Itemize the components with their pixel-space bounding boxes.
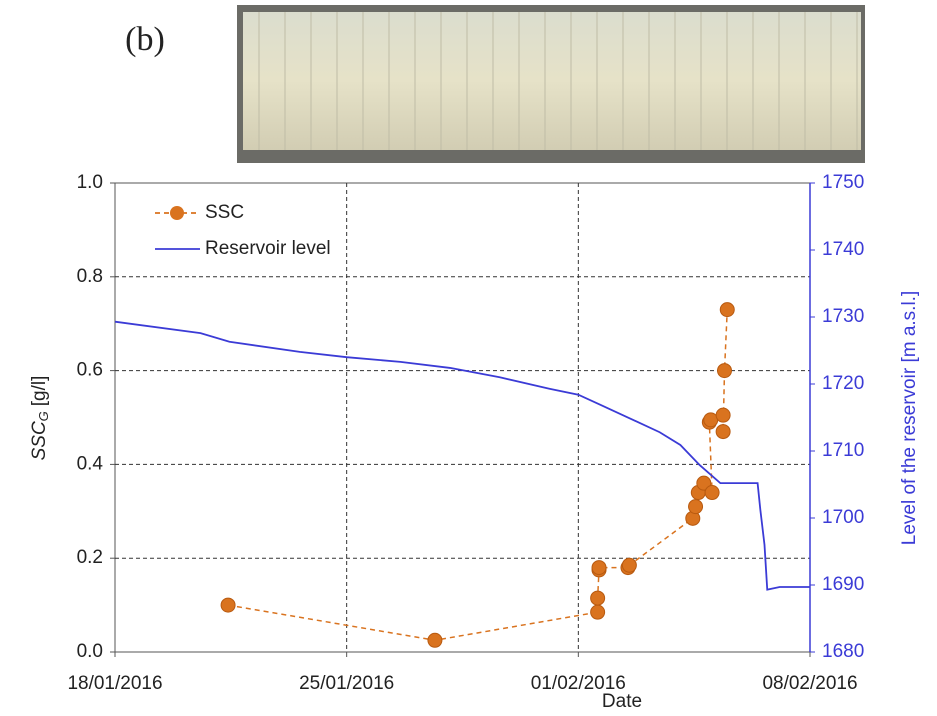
y-tick-label: 0.8 bbox=[77, 266, 103, 287]
y2-tick-label: 1710 bbox=[822, 440, 864, 461]
y2-tick-label: 1690 bbox=[822, 574, 864, 595]
y2-tick-label: 1750 bbox=[822, 172, 864, 193]
photo-bottles bbox=[243, 12, 861, 150]
y2-tick-label: 1700 bbox=[822, 507, 864, 528]
data-point bbox=[688, 499, 704, 515]
legend-marker bbox=[170, 206, 184, 220]
data-point bbox=[696, 475, 712, 491]
y-tick-label: 0.6 bbox=[77, 360, 103, 381]
y2-tick-label: 1720 bbox=[822, 373, 864, 394]
y-axis-label: SSCG [g/l] bbox=[29, 376, 51, 461]
y-label-sub: G bbox=[36, 411, 51, 421]
data-point bbox=[704, 485, 720, 501]
y-tick-label: 0.0 bbox=[77, 641, 103, 662]
data-point bbox=[591, 560, 607, 576]
y-tick-label: 0.4 bbox=[77, 453, 104, 474]
series-line bbox=[114, 320, 810, 591]
y2-tick-label: 1680 bbox=[822, 641, 864, 662]
legend-label: Reservoir level bbox=[205, 238, 331, 259]
legend-label: SSC bbox=[205, 202, 244, 223]
data-point bbox=[715, 424, 731, 440]
y-label-main: SSC bbox=[29, 421, 50, 460]
data-point bbox=[717, 363, 733, 379]
panel-label: (b) bbox=[125, 21, 165, 58]
series-line bbox=[227, 309, 729, 642]
x-tick-label: 01/02/2016 bbox=[531, 673, 626, 694]
y2-tick-label: 1730 bbox=[822, 306, 864, 327]
x-tick-label: 18/01/2016 bbox=[67, 673, 162, 694]
y-tick-label: 1.0 bbox=[77, 172, 103, 193]
data-point bbox=[715, 407, 731, 423]
y-label-unit: [g/l] bbox=[29, 376, 50, 407]
data-point bbox=[590, 590, 606, 606]
y-tick-label: 0.2 bbox=[77, 547, 103, 568]
x-tick-label: 08/02/2016 bbox=[762, 673, 857, 694]
y2-axis-label: Level of the reservoir [m a.s.l.] bbox=[899, 291, 920, 546]
data-point bbox=[220, 597, 236, 613]
x-tick-label: 25/01/2016 bbox=[299, 673, 394, 694]
data-point bbox=[703, 412, 719, 428]
data-point bbox=[590, 604, 606, 620]
data-point bbox=[719, 302, 735, 318]
x-axis-label: Date bbox=[602, 691, 642, 711]
y2-tick-label: 1740 bbox=[822, 239, 864, 260]
data-point bbox=[621, 557, 637, 573]
data-point bbox=[427, 632, 443, 648]
